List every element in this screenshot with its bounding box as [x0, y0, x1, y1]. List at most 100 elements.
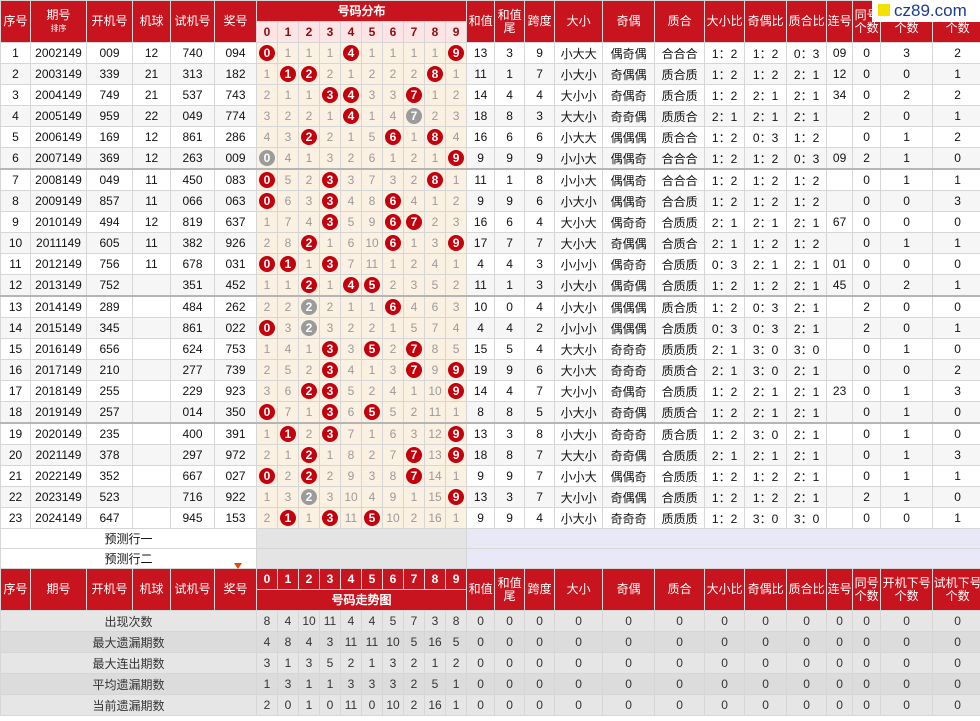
distribution-cell: 9: [424, 359, 446, 381]
stat-cell: 0: [826, 610, 854, 632]
cell: 19: [466, 359, 496, 381]
cell: 8: [524, 422, 556, 445]
cell: 6: [494, 126, 526, 148]
cell: 0: [932, 253, 980, 275]
cell: 3: [524, 105, 556, 127]
hit-ball: 4: [343, 108, 359, 124]
cell: 739: [214, 359, 257, 381]
cell: 484: [170, 295, 215, 318]
distribution-cell: 0: [256, 253, 278, 275]
cell: 合质质: [654, 380, 706, 402]
cell: [132, 401, 171, 424]
distribution-cell: 5: [444, 338, 468, 360]
hit-ball: 3: [322, 87, 338, 103]
hit-ball: 6: [385, 129, 401, 145]
distribution-cell: 5: [340, 211, 362, 233]
cell: 2：1: [744, 253, 788, 275]
hit-ball: 9: [448, 362, 465, 378]
cell: 774: [214, 105, 257, 127]
cell: 合质质: [654, 253, 706, 275]
cell: 11: [0, 253, 31, 275]
distribution-cell: 6: [382, 126, 404, 148]
distribution-cell: 10: [382, 507, 404, 529]
cell: 16: [466, 211, 496, 233]
distribution-cell: 1: [444, 253, 468, 275]
hit-ball: 1: [280, 256, 296, 272]
column-header: 大小: [554, 568, 604, 611]
stat-cell: 0: [466, 652, 496, 674]
distribution-cell: 2: [298, 168, 320, 191]
cell: [132, 465, 171, 487]
stat-cell: 1: [298, 673, 320, 695]
cell: 奇奇偶: [602, 444, 656, 466]
distribution-cell: 2: [298, 295, 320, 318]
cell: 4: [524, 338, 556, 360]
cell: 382: [170, 232, 215, 254]
cell: 0: [852, 232, 882, 254]
distribution-cell: 7: [403, 211, 425, 233]
cell: 11: [132, 168, 171, 191]
cell: 奇偶奇: [602, 380, 656, 402]
distribution-cell: 2: [361, 380, 383, 402]
cell: [826, 486, 854, 508]
cell: 12: [132, 211, 171, 233]
cell: 0: [932, 486, 980, 508]
data-row: 13 2014149 289 484 262 2 2 2 2 1 1 6 4 6 3 10 0 4 小大小 偶偶偶 质合…: [0, 295, 980, 318]
cell: 1：2: [744, 486, 788, 508]
distribution-cell: 5: [340, 380, 362, 402]
distribution-cell: 1: [256, 422, 278, 445]
cell: 1：2: [704, 507, 746, 529]
cell: 637: [214, 211, 257, 233]
column-header: 和值: [466, 568, 496, 611]
cell: 3: [524, 253, 556, 275]
distribution-cell: 2: [403, 168, 425, 191]
sort-button[interactable]: 排序: [50, 23, 67, 33]
cell: 391: [214, 422, 257, 445]
cell: 656: [86, 338, 133, 360]
distribution-cell: 5: [361, 338, 383, 360]
digit-header: 7: [403, 21, 425, 43]
stat-cell: 0: [361, 694, 383, 716]
stat-cell: 0: [494, 610, 526, 632]
cell: 2：1: [786, 253, 828, 275]
distribution-cell: 1: [298, 253, 320, 275]
cell: 小大小: [554, 401, 604, 424]
stat-cell: 0: [466, 610, 496, 632]
stat-cell: 1: [256, 673, 278, 695]
cell: 0: [852, 253, 882, 275]
stat-cell: 16: [424, 694, 446, 716]
column-header: 连号: [826, 0, 854, 43]
hit-ball: 7: [406, 87, 422, 103]
distribution-cell: 14: [424, 465, 446, 487]
cell: 8: [494, 401, 526, 424]
cell: 2008149: [30, 168, 87, 191]
cell: 369: [86, 147, 133, 170]
data-row: 10 2011149 605 11 382 926 2 8 2 1 6 10 6 1 3 9 17 7 7 大小大 奇偶…: [0, 232, 980, 254]
cell: 偶奇奇: [602, 211, 656, 233]
distribution-cell: 9: [444, 232, 468, 254]
distribution-cell: 5: [361, 274, 383, 297]
cell: [132, 338, 171, 360]
cell: 2: [0, 63, 31, 85]
cell: 286: [214, 126, 257, 148]
column-header: 奇偶: [602, 568, 656, 611]
cell: 2005149: [30, 105, 87, 127]
column-header: 和值尾: [494, 568, 526, 611]
cell: 2019149: [30, 401, 87, 424]
cell: 14: [466, 380, 496, 402]
cell: 022: [214, 317, 257, 339]
stat-cell: 0: [744, 673, 788, 695]
cell: 1：2: [786, 168, 828, 191]
cell: 4: [494, 84, 526, 106]
cell: 大大小: [554, 444, 604, 466]
digit-header: 1: [277, 21, 299, 43]
column-header: 机球: [132, 568, 171, 611]
cell: 质合合: [654, 126, 706, 148]
distribution-cell: 5: [424, 274, 446, 297]
cell: 0：3: [704, 317, 746, 339]
cell: 2：1: [786, 274, 828, 297]
cell: 094: [214, 42, 257, 64]
repeat-ball: 2: [301, 489, 317, 505]
cell: 奇奇奇: [602, 507, 656, 529]
